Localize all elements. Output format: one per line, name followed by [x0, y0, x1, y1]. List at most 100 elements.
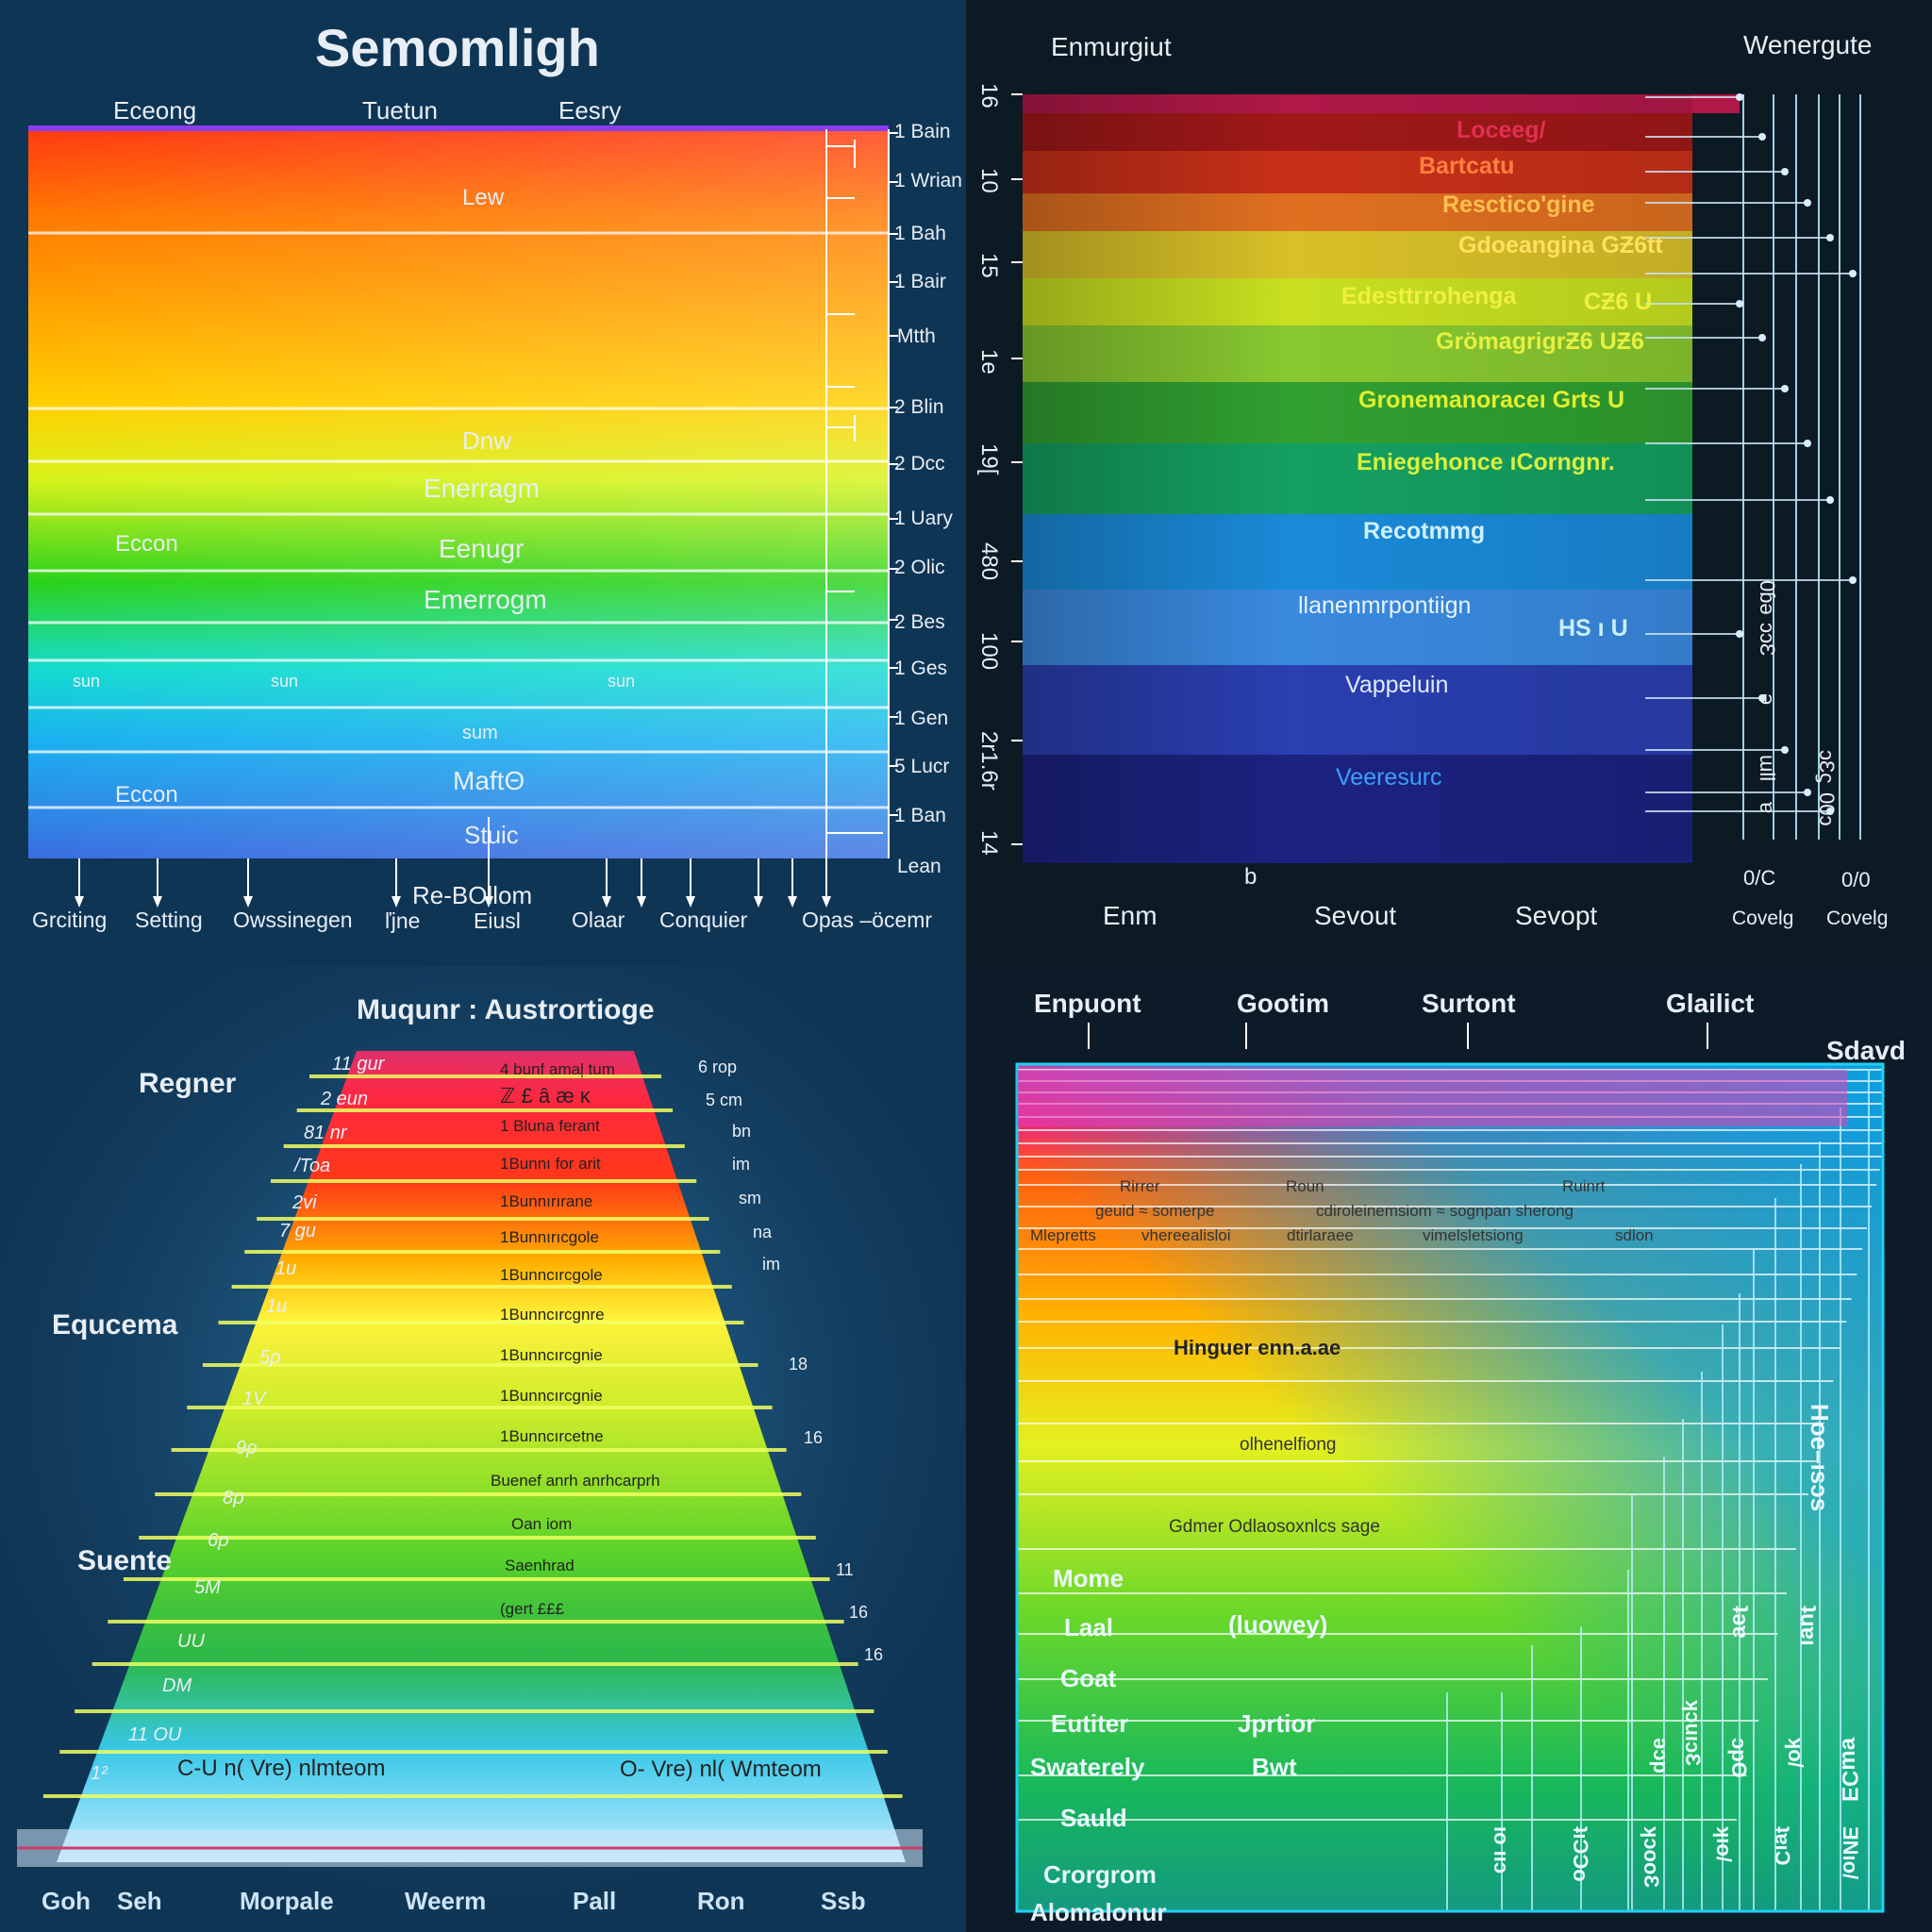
band-label: sum — [462, 723, 498, 743]
mid-label: Gdmer Odlaosoxnlcs sage — [1169, 1517, 1380, 1537]
scale-label: 2 Olic — [894, 557, 945, 578]
top-label: Surtont — [1422, 989, 1516, 1018]
arrow-marker — [686, 896, 695, 908]
panel-spectrum-chart-1: Semomligh Eceong Tuetun Eesry Lew Dnw Ener… — [0, 0, 966, 966]
bottom-label: Covelg — [1826, 908, 1889, 929]
bottom-label: Grciting — [32, 908, 108, 932]
vertical-label: ʇıƆƆo — [1569, 1826, 1592, 1882]
vertical-label: ʞo/ — [1784, 1738, 1807, 1768]
bottom-label: Weerm — [405, 1887, 487, 1915]
left-tick-label: 11 OU — [128, 1724, 182, 1745]
band-text: ℤ £ â æ κ — [500, 1084, 591, 1108]
arrow-marker — [391, 896, 401, 908]
scale-label: Lean — [897, 856, 941, 877]
left-tick-label: 2vi — [292, 1192, 317, 1213]
small-row-text: Rirrer — [1120, 1177, 1160, 1195]
top-label: Enpuont — [1034, 989, 1141, 1018]
band-label: Bartcatu — [1419, 153, 1515, 179]
bottom-label: ľjne — [385, 908, 421, 933]
chart-title-right: Wenergute — [1743, 30, 1873, 59]
band-text: 1Bunncırcgnre — [500, 1306, 605, 1324]
b-label: b — [1244, 864, 1257, 890]
right-tick-label: bn — [732, 1122, 752, 1141]
vertical-label: ɔɔƐ — [1756, 623, 1779, 657]
axis-label: 15 — [976, 253, 1002, 278]
bottom-label: Re-BOllom — [412, 881, 533, 909]
bottom-label: Olaar — [572, 908, 625, 932]
band-text: 1Bunnı for arit — [500, 1155, 601, 1173]
vertical-label: 00ɔ — [1815, 792, 1839, 826]
left-tick-label: 2 eun — [321, 1089, 369, 1109]
small-row-text: sdlon — [1615, 1226, 1654, 1244]
right-tick-label: 18 — [789, 1355, 808, 1374]
small-row-text: dtirlaraee — [1287, 1226, 1354, 1244]
small-row-text: cdiroleinemsiom ≈ sognpan sherong — [1316, 1202, 1574, 1220]
scale-label: 1 Bain — [894, 121, 951, 142]
bottom-label: Alomalonur — [1030, 1898, 1167, 1926]
band-text: 4 bunf amaļ tum — [500, 1060, 615, 1078]
panel-trapezoid-chart: Muqunr : Austrortioge Regner Equcema Suent… — [0, 966, 966, 1932]
midline-label: O- Vre) nl( Wmteom — [620, 1757, 822, 1782]
side-label: Regner — [139, 1068, 237, 1099]
band-label: Enerragm — [424, 474, 540, 503]
band-text: 1Bunncırcetne — [500, 1427, 604, 1445]
panel-grid-chart: Sdavd Alomalonur Enpuont Gootim Surtont Gla… — [966, 966, 1932, 1932]
axis-label: 100 — [976, 632, 1002, 671]
column-header: Eesry — [558, 96, 622, 125]
side-label: Suente — [77, 1545, 173, 1576]
vertical-label: ʇǝɐ — [1727, 1606, 1753, 1639]
vertical-label: ƎNıo/ — [1839, 1826, 1862, 1880]
top-label: Gootim — [1237, 989, 1329, 1018]
arrow-marker — [75, 896, 84, 908]
bottom-arrows — [75, 817, 831, 908]
vertical-label: ʞɔooƐ — [1640, 1826, 1663, 1889]
band-divider-lines — [28, 231, 889, 809]
vertical-label: ıo ııɔ — [1490, 1826, 1513, 1874]
left-tick-label: 1u — [275, 1258, 297, 1279]
side-label: Equcema — [52, 1309, 178, 1341]
band-label: Emerrogm — [424, 585, 547, 614]
row-label: Laal — [1064, 1613, 1114, 1641]
left-tick-label: DM — [162, 1675, 192, 1696]
band-text: 1Bunncırcgnie — [500, 1346, 603, 1364]
band-label: Loceeg/ — [1457, 117, 1546, 143]
top-right-label: Sdavd — [1826, 1036, 1907, 1065]
scale-label: 1 Ban — [894, 805, 946, 826]
vertical-label: ʞıo/ — [1712, 1826, 1736, 1862]
spectrum-1-canvas — [28, 125, 898, 908]
row-value: Bwt — [1252, 1753, 1297, 1781]
band-label: Recotmmg — [1363, 518, 1486, 544]
left-tick-label: 8ρ — [223, 1488, 244, 1508]
row-value: (luowey) — [1228, 1610, 1328, 1639]
scale-label: 2 Bes — [894, 611, 945, 633]
axis-label: 1e — [976, 349, 1002, 375]
left-tick-label: 9ρ — [236, 1438, 258, 1458]
band-label: Edesttгrohenga — [1341, 283, 1517, 309]
row-label: Swaterely — [1030, 1753, 1145, 1781]
spectrum-2-canvas — [1011, 93, 1861, 863]
arrow-marker — [484, 896, 493, 908]
axis-label: 19[ — [976, 443, 1002, 475]
band-text: 1 Bluna ferant — [500, 1117, 600, 1135]
sun-label: sun — [73, 672, 101, 691]
axis-label: 480 — [976, 542, 1002, 581]
band-text: 1Bunnırırane — [500, 1192, 593, 1210]
vertical-label: ʇɐıƆ — [1771, 1826, 1794, 1866]
side-label: Eccon — [115, 782, 178, 808]
band-text: 1Bunncırcgnie — [500, 1387, 603, 1405]
arrow-marker — [637, 896, 646, 908]
vertical-label: ɯll — [1756, 755, 1779, 782]
row-label: Eutiter — [1051, 1709, 1129, 1738]
bottom-label: Ron — [697, 1887, 745, 1915]
left-tick-label: 1u — [266, 1296, 288, 1317]
right-tick-label: 16 — [864, 1645, 884, 1664]
vertical-label: ǝɔp — [1649, 1738, 1673, 1774]
grid-canvas — [1015, 1023, 1885, 1913]
right-tick-label: sm — [739, 1189, 761, 1208]
band-label: Gdoeangina GƵ6tt — [1458, 232, 1663, 258]
band-text: Oan iom — [511, 1515, 573, 1533]
band-text: Saenhrad — [505, 1557, 575, 1574]
right-bottom-value: 0/C — [1743, 866, 1776, 890]
scale-label: 1 Ges — [894, 658, 948, 679]
right-tick-label: 5 cm — [706, 1091, 743, 1109]
